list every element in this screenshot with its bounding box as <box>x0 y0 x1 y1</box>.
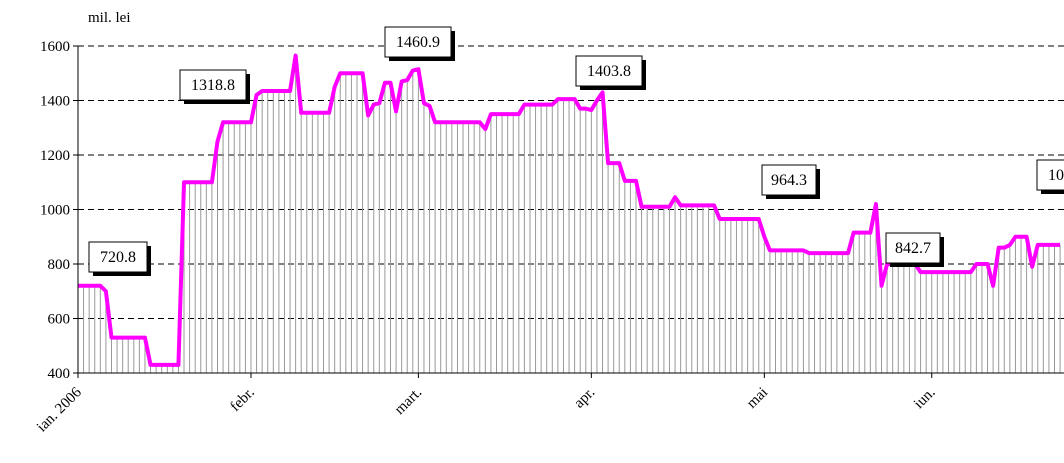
y-tick-label: 600 <box>48 312 71 328</box>
y-axis-label: mil. lei <box>88 10 131 26</box>
x-tick-label: mart. <box>392 385 425 418</box>
x-tick-label: apr. <box>571 385 598 412</box>
x-tick-label: ian. 2006 <box>34 384 85 435</box>
annotation-box <box>88 241 148 273</box>
annotation: 720.8 <box>100 249 136 266</box>
annotation: 1024.2 <box>1048 167 1064 184</box>
annotation-box <box>384 26 452 58</box>
y-tick-label: 800 <box>48 257 71 273</box>
y-tick-label: 1600 <box>40 39 70 55</box>
annotation: 964.3 <box>771 172 807 189</box>
annotation: 1403.8 <box>587 63 631 80</box>
annotation: 842.7 <box>895 240 931 257</box>
annotation-box <box>761 164 817 196</box>
y-tick-label: 400 <box>48 366 71 382</box>
x-tick-label: febr. <box>227 385 257 415</box>
annotation: 1318.8 <box>191 77 235 94</box>
annotation-box <box>1036 159 1064 191</box>
annotation-box <box>885 232 941 264</box>
x-tick-label: iun. <box>911 385 939 413</box>
y-tick-label: 1200 <box>40 148 70 164</box>
x-tick-label: mai <box>744 385 771 412</box>
annotation-box <box>575 55 643 87</box>
y-tick-label: 1400 <box>40 94 70 110</box>
y-tick-label: 1000 <box>40 203 70 219</box>
annotation-box <box>179 69 247 101</box>
drop-lines <box>77 55 1061 373</box>
annotation: 1460.9 <box>396 34 440 51</box>
